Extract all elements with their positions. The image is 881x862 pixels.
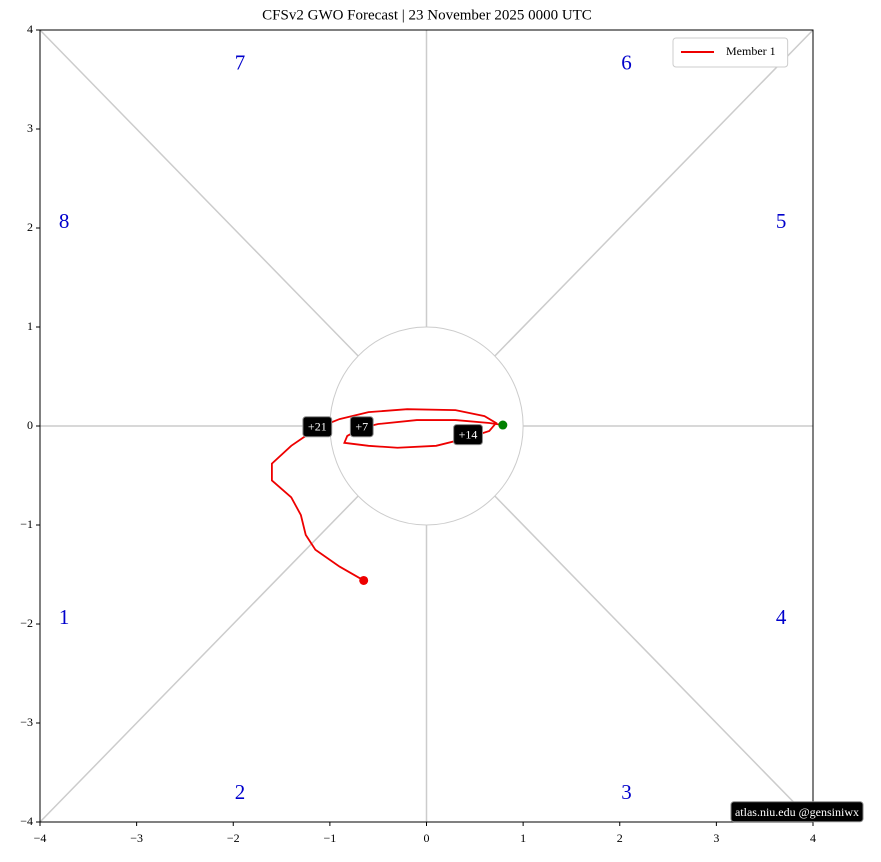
phase-label: 1 — [59, 605, 70, 629]
chart-title: CFSv2 GWO Forecast | 23 November 2025 00… — [262, 7, 592, 23]
phase-divider — [39, 495, 359, 823]
phase-divider — [494, 495, 814, 823]
day-box — [453, 424, 483, 446]
phase-label: 8 — [59, 209, 70, 233]
start-marker — [498, 420, 508, 430]
x-tick-label: −3 — [130, 831, 143, 845]
day-box — [302, 416, 333, 438]
x-tick-label: −1 — [323, 831, 336, 845]
x-tick-label: 3 — [713, 831, 719, 845]
y-tick-label: −3 — [20, 715, 33, 729]
day-label: +21 — [308, 420, 327, 434]
day-annotation: +7 — [349, 416, 374, 438]
y-tick-label: 2 — [27, 220, 33, 234]
y-tick-label: 4 — [27, 22, 33, 36]
y-tick-label: −1 — [20, 517, 33, 531]
x-tick-label: −4 — [34, 831, 47, 845]
phase-label: 3 — [621, 780, 632, 804]
y-tick-label: 1 — [27, 319, 33, 333]
x-tick-label: −2 — [227, 831, 240, 845]
day-box — [349, 416, 374, 438]
phase-label: 4 — [776, 605, 787, 629]
x-tick-label: 1 — [520, 831, 526, 845]
phase-divider — [39, 29, 359, 357]
y-tick-label: −2 — [20, 616, 33, 630]
credit: atlas.niu.edu @gensiniwx — [730, 801, 864, 823]
day-label: +14 — [459, 428, 478, 442]
legend-box — [672, 37, 789, 68]
day-annotation: +14 — [453, 424, 483, 446]
x-tick-label: 2 — [617, 831, 623, 845]
end-marker — [359, 575, 369, 585]
y-tick-label: −4 — [20, 814, 33, 828]
day-label: +7 — [355, 420, 368, 434]
phase-label: 7 — [235, 50, 246, 74]
phase-label: 5 — [776, 209, 787, 233]
credit-box — [730, 801, 864, 823]
phase-divider — [494, 29, 814, 357]
y-tick-label: 0 — [27, 418, 33, 432]
phase-label: 6 — [621, 50, 632, 74]
legend-label: Member 1 — [726, 44, 776, 58]
y-tick-label: 3 — [27, 121, 33, 135]
x-tick-label: 0 — [424, 831, 430, 845]
x-tick-label: 4 — [810, 831, 816, 845]
legend: Member 1 — [672, 37, 789, 68]
day-annotation: +21 — [302, 416, 333, 438]
phase-label: 2 — [235, 780, 246, 804]
credit-text: atlas.niu.edu @gensiniwx — [735, 805, 859, 819]
